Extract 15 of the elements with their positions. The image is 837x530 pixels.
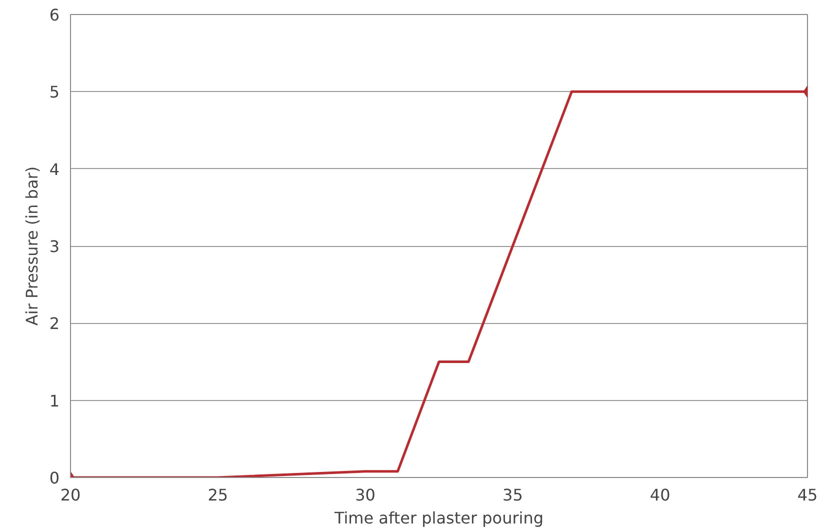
y-tick-label: 6	[49, 6, 60, 24]
x-tick-label: 35	[502, 486, 523, 504]
y-tick-label: 1	[49, 391, 60, 410]
x-tick-label: 40	[650, 486, 670, 504]
x-tick-label: 25	[208, 486, 228, 504]
y-tick-label: 3	[49, 237, 60, 256]
y-tick-label: 2	[49, 314, 60, 334]
x-tick-label: 45	[797, 486, 818, 504]
y-tick-label: 0	[49, 468, 60, 488]
y-axis-title: Air Pressure (in bar)	[22, 166, 42, 326]
x-tick-label: 30	[355, 486, 376, 504]
y-tick-label: 4	[49, 160, 60, 179]
y-tick-label: 5	[49, 82, 60, 102]
x-tick-label: 20	[60, 486, 81, 504]
x-axis-title: Time after plaster pouring	[333, 508, 544, 528]
